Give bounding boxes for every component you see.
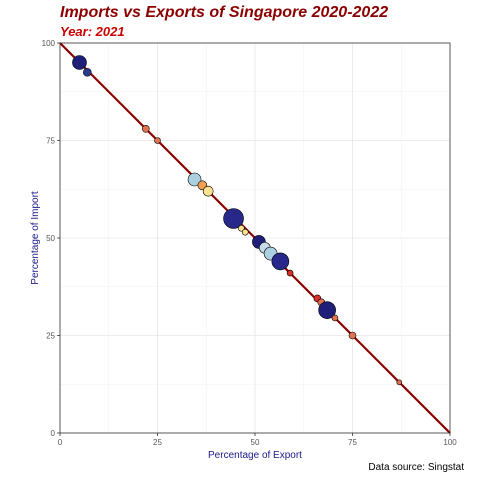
y-tick-label: 0 bbox=[51, 429, 56, 438]
y-tick-label: 25 bbox=[46, 332, 55, 341]
data-source-caption: Data source: Singstat bbox=[368, 462, 464, 473]
x-tick-label: 25 bbox=[153, 438, 162, 447]
data-point bbox=[72, 55, 87, 70]
data-point bbox=[202, 185, 214, 197]
chart-title: Imports vs Exports of Singapore 2020-202… bbox=[60, 4, 389, 21]
data-point bbox=[83, 67, 92, 77]
y-tick-label: 75 bbox=[46, 137, 55, 146]
data-point bbox=[241, 228, 249, 236]
y-tick-label: 50 bbox=[46, 234, 55, 243]
points-group bbox=[72, 55, 403, 386]
data-point bbox=[331, 314, 339, 322]
tick-labels: 0 25 50 75 100 0 25 50 75 100 bbox=[42, 39, 458, 447]
data-point bbox=[238, 224, 245, 232]
x-tick-label: 75 bbox=[348, 438, 357, 447]
x-tick-label: 50 bbox=[251, 438, 260, 447]
data-point bbox=[142, 125, 150, 133]
x-axis-label: Percentage of Export bbox=[208, 450, 302, 461]
data-point bbox=[223, 208, 244, 229]
data-point bbox=[318, 301, 336, 319]
data-point bbox=[187, 172, 202, 187]
data-point bbox=[286, 269, 294, 277]
data-point bbox=[348, 331, 357, 340]
chart-subtitle: Year: 2021 bbox=[60, 24, 125, 39]
data-point bbox=[271, 252, 290, 271]
data-point bbox=[154, 137, 161, 144]
data-point bbox=[396, 379, 403, 386]
y-axis-label: Percentage of Import bbox=[30, 191, 41, 285]
y-tick-label: 100 bbox=[42, 39, 56, 48]
x-tick-label: 0 bbox=[58, 438, 63, 447]
x-tick-label: 100 bbox=[443, 438, 457, 447]
